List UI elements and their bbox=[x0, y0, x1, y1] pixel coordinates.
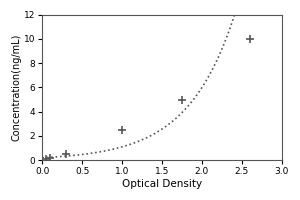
X-axis label: Optical Density: Optical Density bbox=[122, 179, 202, 189]
Y-axis label: Concentration(ng/mL): Concentration(ng/mL) bbox=[11, 34, 21, 141]
